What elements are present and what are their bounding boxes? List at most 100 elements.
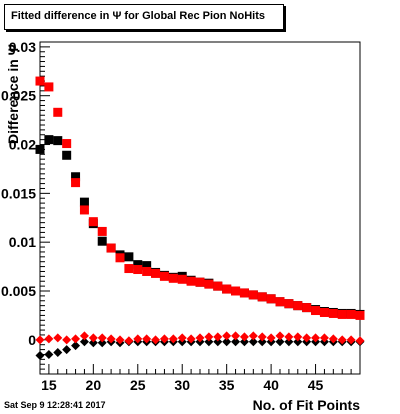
diamond-marker xyxy=(35,335,45,345)
square-marker xyxy=(328,308,338,318)
y-tick-label: 0 xyxy=(28,332,36,348)
diamond-marker xyxy=(266,333,276,343)
square-marker xyxy=(275,297,285,307)
diamond-marker xyxy=(62,335,72,345)
square-marker xyxy=(311,306,321,316)
square-marker xyxy=(284,299,294,309)
square-marker xyxy=(79,197,89,207)
diamond-marker xyxy=(79,337,89,347)
square-marker xyxy=(346,309,356,319)
square-marker xyxy=(293,301,303,311)
square-marker xyxy=(53,136,63,146)
square-marker xyxy=(168,273,178,283)
diamond-marker xyxy=(275,337,285,347)
square-marker xyxy=(62,150,72,160)
timestamp: Sat Sep 9 12:28:41 2017 xyxy=(4,400,106,410)
square-marker xyxy=(115,253,125,263)
diamond-marker xyxy=(319,333,329,343)
diamond-marker xyxy=(328,334,338,344)
diamond-marker xyxy=(151,335,161,345)
square-marker xyxy=(239,288,249,298)
diamond-marker xyxy=(302,333,312,343)
diamond-marker xyxy=(142,334,152,344)
square-marker xyxy=(62,139,72,149)
square-marker xyxy=(142,266,152,276)
diamond-marker xyxy=(71,341,81,351)
square-marker xyxy=(319,307,329,317)
diamond-marker xyxy=(231,331,241,341)
diamond-marker xyxy=(44,349,54,359)
y-tick-label: 0.005 xyxy=(1,283,36,299)
diamond-marker xyxy=(88,338,98,348)
title-box: Fitted difference in Ψ for Global Rec Pi… xyxy=(4,4,284,30)
square-marker xyxy=(266,294,276,304)
diamond-marker xyxy=(239,337,249,347)
square-marker xyxy=(151,268,161,278)
diamond-marker xyxy=(35,350,45,360)
x-tick-label: 25 xyxy=(130,377,146,393)
x-tick-label: 30 xyxy=(174,377,190,393)
square-marker xyxy=(257,292,267,302)
square-marker xyxy=(248,290,258,300)
diamond-marker xyxy=(293,337,303,347)
square-marker xyxy=(177,274,187,284)
diamond-marker xyxy=(79,331,89,341)
diamond-marker xyxy=(133,334,143,344)
square-marker xyxy=(142,261,152,271)
square-marker xyxy=(44,135,54,145)
y-tick-label: 0.03 xyxy=(9,39,36,55)
square-marker xyxy=(231,286,241,296)
y-axis-title: Difference in Ψ xyxy=(5,44,21,144)
square-marker xyxy=(35,76,45,86)
diamond-marker xyxy=(248,331,258,341)
diamond-marker xyxy=(168,334,178,344)
square-marker xyxy=(133,265,143,275)
y-tick-label: 0.025 xyxy=(1,88,36,104)
square-marker xyxy=(88,217,98,227)
diamond-marker xyxy=(222,331,232,341)
diamond-marker xyxy=(337,335,347,345)
square-marker xyxy=(159,271,169,281)
x-tick-label: 45 xyxy=(308,377,324,393)
square-marker xyxy=(71,172,81,182)
diamond-marker xyxy=(204,337,214,347)
diamond-marker xyxy=(222,337,232,347)
x-tick-label: 35 xyxy=(219,377,235,393)
diamond-marker xyxy=(248,337,258,347)
y-tick-label: 0.02 xyxy=(9,137,36,153)
diamond-marker xyxy=(346,335,356,345)
x-tick-label: 15 xyxy=(41,377,57,393)
square-marker xyxy=(97,226,107,236)
diamond-marker xyxy=(204,332,214,342)
diamond-marker xyxy=(186,334,196,344)
diamond-marker xyxy=(231,337,241,347)
square-marker xyxy=(124,264,134,274)
square-marker xyxy=(79,205,89,215)
square-marker xyxy=(133,260,143,270)
square-marker xyxy=(204,279,214,289)
square-marker xyxy=(71,178,81,188)
diamond-marker xyxy=(97,338,107,348)
square-marker xyxy=(337,309,347,319)
diamond-marker xyxy=(284,337,294,347)
square-marker xyxy=(106,243,116,253)
diamond-marker xyxy=(62,345,72,355)
diamond-marker xyxy=(71,334,81,344)
chart-title: Fitted difference in Ψ for Global Rec Pi… xyxy=(11,10,265,22)
diamond-marker xyxy=(124,336,134,346)
square-marker xyxy=(44,82,54,92)
diamond-marker xyxy=(53,348,63,358)
diamond-marker xyxy=(311,333,321,343)
square-marker xyxy=(186,276,196,286)
diamond-marker xyxy=(53,333,63,343)
x-tick-label: 20 xyxy=(86,377,102,393)
diamond-marker xyxy=(239,332,249,342)
square-marker xyxy=(222,284,232,294)
y-tick-label: 0.015 xyxy=(1,185,36,201)
diamond-marker xyxy=(44,334,54,344)
diamond-marker xyxy=(106,334,116,344)
diamond-marker xyxy=(257,332,267,342)
y-tick-label: 0.01 xyxy=(9,234,36,250)
diamond-marker xyxy=(257,337,267,347)
